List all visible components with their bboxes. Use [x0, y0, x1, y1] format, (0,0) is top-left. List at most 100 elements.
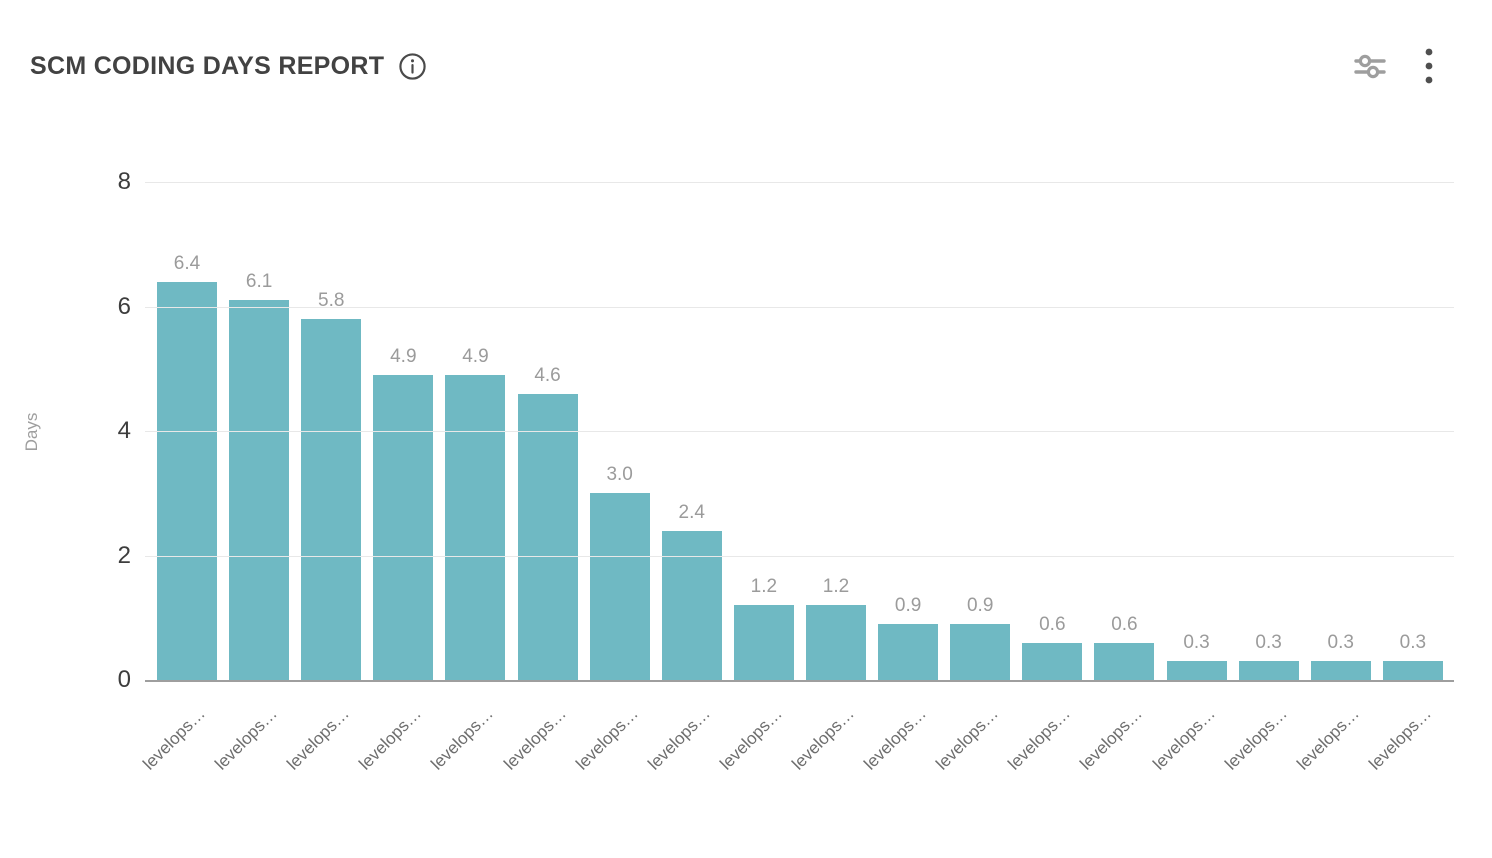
- bar-value-label: 0.9: [894, 594, 922, 616]
- bar-column: 4.9: [445, 182, 506, 680]
- bar-column: 3.0: [589, 182, 650, 680]
- bar-column: 6.1: [229, 182, 290, 680]
- bar-value-label: 1.2: [822, 576, 850, 598]
- x-label-column: levelops…: [211, 684, 289, 834]
- bar[interactable]: [733, 605, 794, 680]
- gridline-y-8: [145, 182, 1454, 183]
- x-axis-category-label: levelops…: [716, 704, 786, 774]
- bar-value-label: 6.4: [173, 252, 201, 274]
- x-label-column: levelops…: [1005, 684, 1082, 834]
- gridline-y-2: [145, 555, 1454, 557]
- bar[interactable]: [1310, 661, 1371, 680]
- x-axis-category-label: levelops…: [1148, 704, 1219, 774]
- page-title: SCM CODING DAYS REPORT: [30, 51, 385, 80]
- bar-value-label: 0.3: [1327, 632, 1354, 654]
- bar[interactable]: [157, 281, 217, 680]
- x-label-column: levelops…: [139, 684, 217, 834]
- bar[interactable]: [1238, 661, 1299, 680]
- x-label-column: levelops…: [788, 684, 866, 834]
- x-label-column: levelops…: [860, 684, 938, 834]
- gridline-y-6: [145, 306, 1454, 308]
- bar-value-label: 0.6: [1039, 613, 1066, 635]
- bar-value-label: 4.9: [462, 345, 489, 367]
- x-axis-category-label: levelops…: [499, 704, 570, 774]
- title-row: SCM CODING DAYS REPORT: [30, 52, 427, 81]
- x-label-column: levelops…: [644, 684, 722, 834]
- bar-column: 0.3: [1382, 182, 1443, 680]
- x-label-column: levelops…: [572, 684, 650, 834]
- bar[interactable]: [229, 300, 290, 680]
- bar[interactable]: [517, 393, 578, 680]
- y-axis-label: Days: [22, 412, 41, 452]
- bar-column: 4.6: [517, 182, 578, 680]
- x-axis-category-label: levelops…: [1293, 704, 1363, 774]
- bar[interactable]: [878, 623, 939, 680]
- header-actions: [1354, 46, 1434, 86]
- bar[interactable]: [1022, 642, 1083, 680]
- bar-value-label: 6.1: [245, 271, 273, 293]
- bar[interactable]: [445, 374, 506, 680]
- bar-value-label: 0.3: [1255, 632, 1282, 654]
- x-axis-category-label: levelops…: [1365, 704, 1435, 774]
- x-label-column: levelops…: [716, 684, 794, 834]
- x-axis-category-label: levelops…: [211, 704, 281, 774]
- filter-sliders-icon[interactable]: [1354, 51, 1386, 81]
- x-label-column: levelops…: [1221, 684, 1299, 834]
- bar[interactable]: [661, 530, 722, 680]
- bars-row: 6.4 6.1 5.8 4.9 4.9 4.6 3.0 2.4 1.2 1.2 0.9 0.9 0.6 0…: [145, 182, 1454, 680]
- bar-value-label: 3.0: [606, 464, 633, 486]
- info-icon[interactable]: [398, 52, 427, 81]
- x-label-column: levelops…: [500, 684, 578, 834]
- x-label-column: levelops…: [1293, 684, 1371, 834]
- bar[interactable]: [373, 374, 434, 680]
- x-label-column: levelops…: [1077, 684, 1154, 834]
- bar[interactable]: [589, 493, 650, 680]
- x-label-column: levelops…: [1149, 684, 1227, 834]
- bar-column: 1.2: [733, 182, 794, 680]
- bar-column: 5.8: [301, 182, 362, 680]
- gridline-y-4: [145, 431, 1454, 432]
- bar-value-label: 1.2: [750, 576, 778, 598]
- x-label-column: levelops…: [1365, 684, 1443, 834]
- bar[interactable]: [1094, 642, 1155, 680]
- x-label-column: levelops…: [356, 684, 433, 834]
- bar[interactable]: [1382, 661, 1443, 680]
- bar-column: 6.4: [157, 182, 217, 680]
- x-axis-category-label: levelops…: [1076, 704, 1147, 774]
- y-tick-label-4: 4: [117, 417, 131, 444]
- x-axis-labels: levelops… levelops… levelops… levelops… leve…: [139, 684, 1454, 834]
- x-label-column: levelops…: [932, 684, 1010, 834]
- x-axis-category-label: levelops…: [427, 704, 498, 774]
- bar-column: 1.2: [805, 182, 866, 680]
- bar-value-label: 0.6: [1111, 613, 1138, 635]
- bar-value-label: 0.3: [1399, 632, 1427, 654]
- y-tick-label-0: 0: [117, 666, 131, 693]
- y-tick-label-6: 6: [117, 292, 131, 320]
- x-axis-category-label: levelops…: [283, 704, 354, 774]
- bar-column: 0.3: [1238, 182, 1299, 680]
- x-axis-category-label: levelops…: [139, 704, 209, 774]
- bar-column: 4.9: [373, 182, 434, 680]
- y-tick-label-8: 8: [117, 168, 131, 195]
- bar[interactable]: [805, 605, 866, 680]
- bar[interactable]: [1166, 661, 1227, 680]
- x-axis-category-label: levelops…: [932, 704, 1003, 774]
- x-label-column: levelops…: [428, 684, 505, 834]
- bar-value-label: 0.3: [1183, 632, 1210, 654]
- bar[interactable]: [950, 623, 1011, 680]
- bar-column: 0.9: [950, 182, 1011, 680]
- bar-value-label: 4.9: [390, 345, 417, 367]
- x-axis-category-label: levelops…: [1004, 704, 1075, 774]
- kebab-menu-icon[interactable]: [1424, 46, 1434, 86]
- y-tick-label-2: 2: [117, 541, 131, 569]
- bar-column: 0.6: [1022, 182, 1083, 680]
- x-label-column: levelops…: [283, 684, 361, 834]
- bar-value-label: 4.6: [534, 364, 561, 386]
- x-axis-category-label: levelops…: [788, 704, 858, 774]
- bar[interactable]: [301, 318, 362, 680]
- x-axis-category-label: levelops…: [644, 704, 714, 774]
- bar-column: 0.9: [878, 182, 939, 680]
- x-axis-category-label: levelops…: [571, 704, 642, 774]
- bar-column: 0.6: [1094, 182, 1155, 680]
